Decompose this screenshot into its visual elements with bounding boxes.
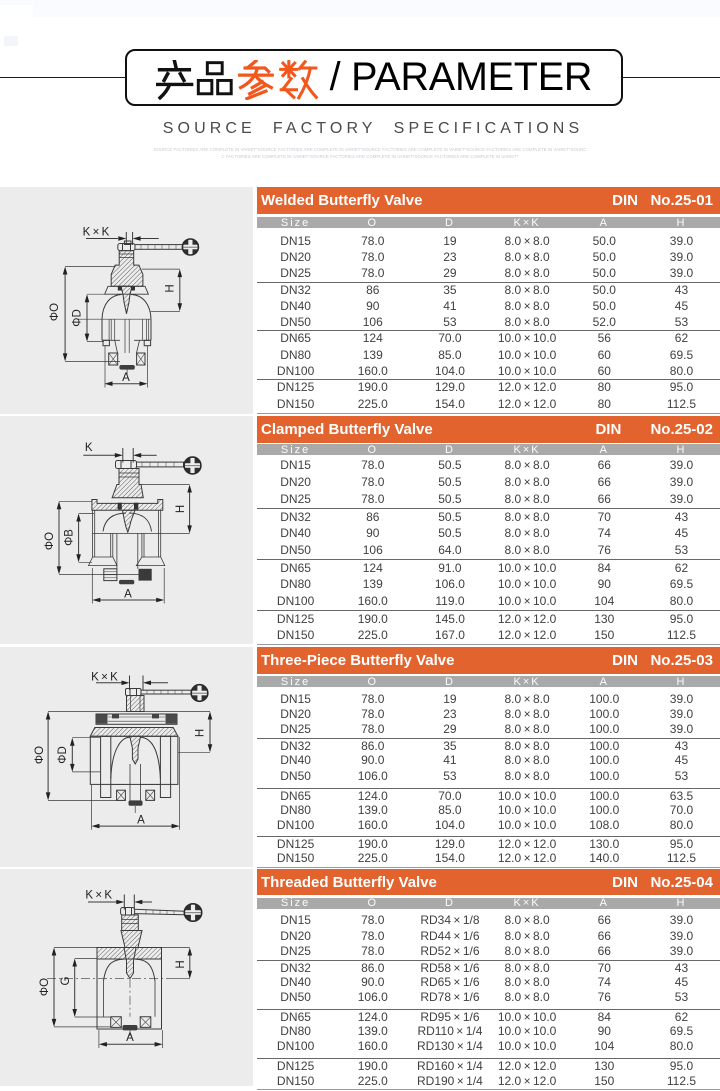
- svg-text:ΦO: ΦO: [34, 745, 46, 763]
- svg-text:K × K: K × K: [91, 671, 118, 683]
- svg-text:H: H: [165, 284, 177, 292]
- svg-text:ΦD: ΦD: [72, 309, 84, 326]
- svg-text:K × K: K × K: [83, 226, 110, 238]
- svg-text:A: A: [126, 1032, 134, 1044]
- svg-text:ΦO: ΦO: [49, 303, 61, 321]
- svg-text:ΦD: ΦD: [57, 746, 69, 763]
- svg-text:H: H: [175, 505, 187, 513]
- svg-text:H: H: [195, 728, 207, 736]
- svg-text:K: K: [85, 442, 93, 454]
- svg-text:ΦO: ΦO: [44, 532, 56, 550]
- svg-text:A: A: [122, 372, 130, 384]
- svg-text:A: A: [137, 814, 145, 826]
- svg-text:ΦO: ΦO: [39, 978, 51, 996]
- svg-text:K × K: K × K: [85, 890, 112, 902]
- svg-text:A: A: [124, 589, 132, 601]
- svg-text:H: H: [175, 960, 187, 968]
- svg-text:ΦB: ΦB: [64, 529, 76, 546]
- svg-text:G: G: [60, 976, 72, 985]
